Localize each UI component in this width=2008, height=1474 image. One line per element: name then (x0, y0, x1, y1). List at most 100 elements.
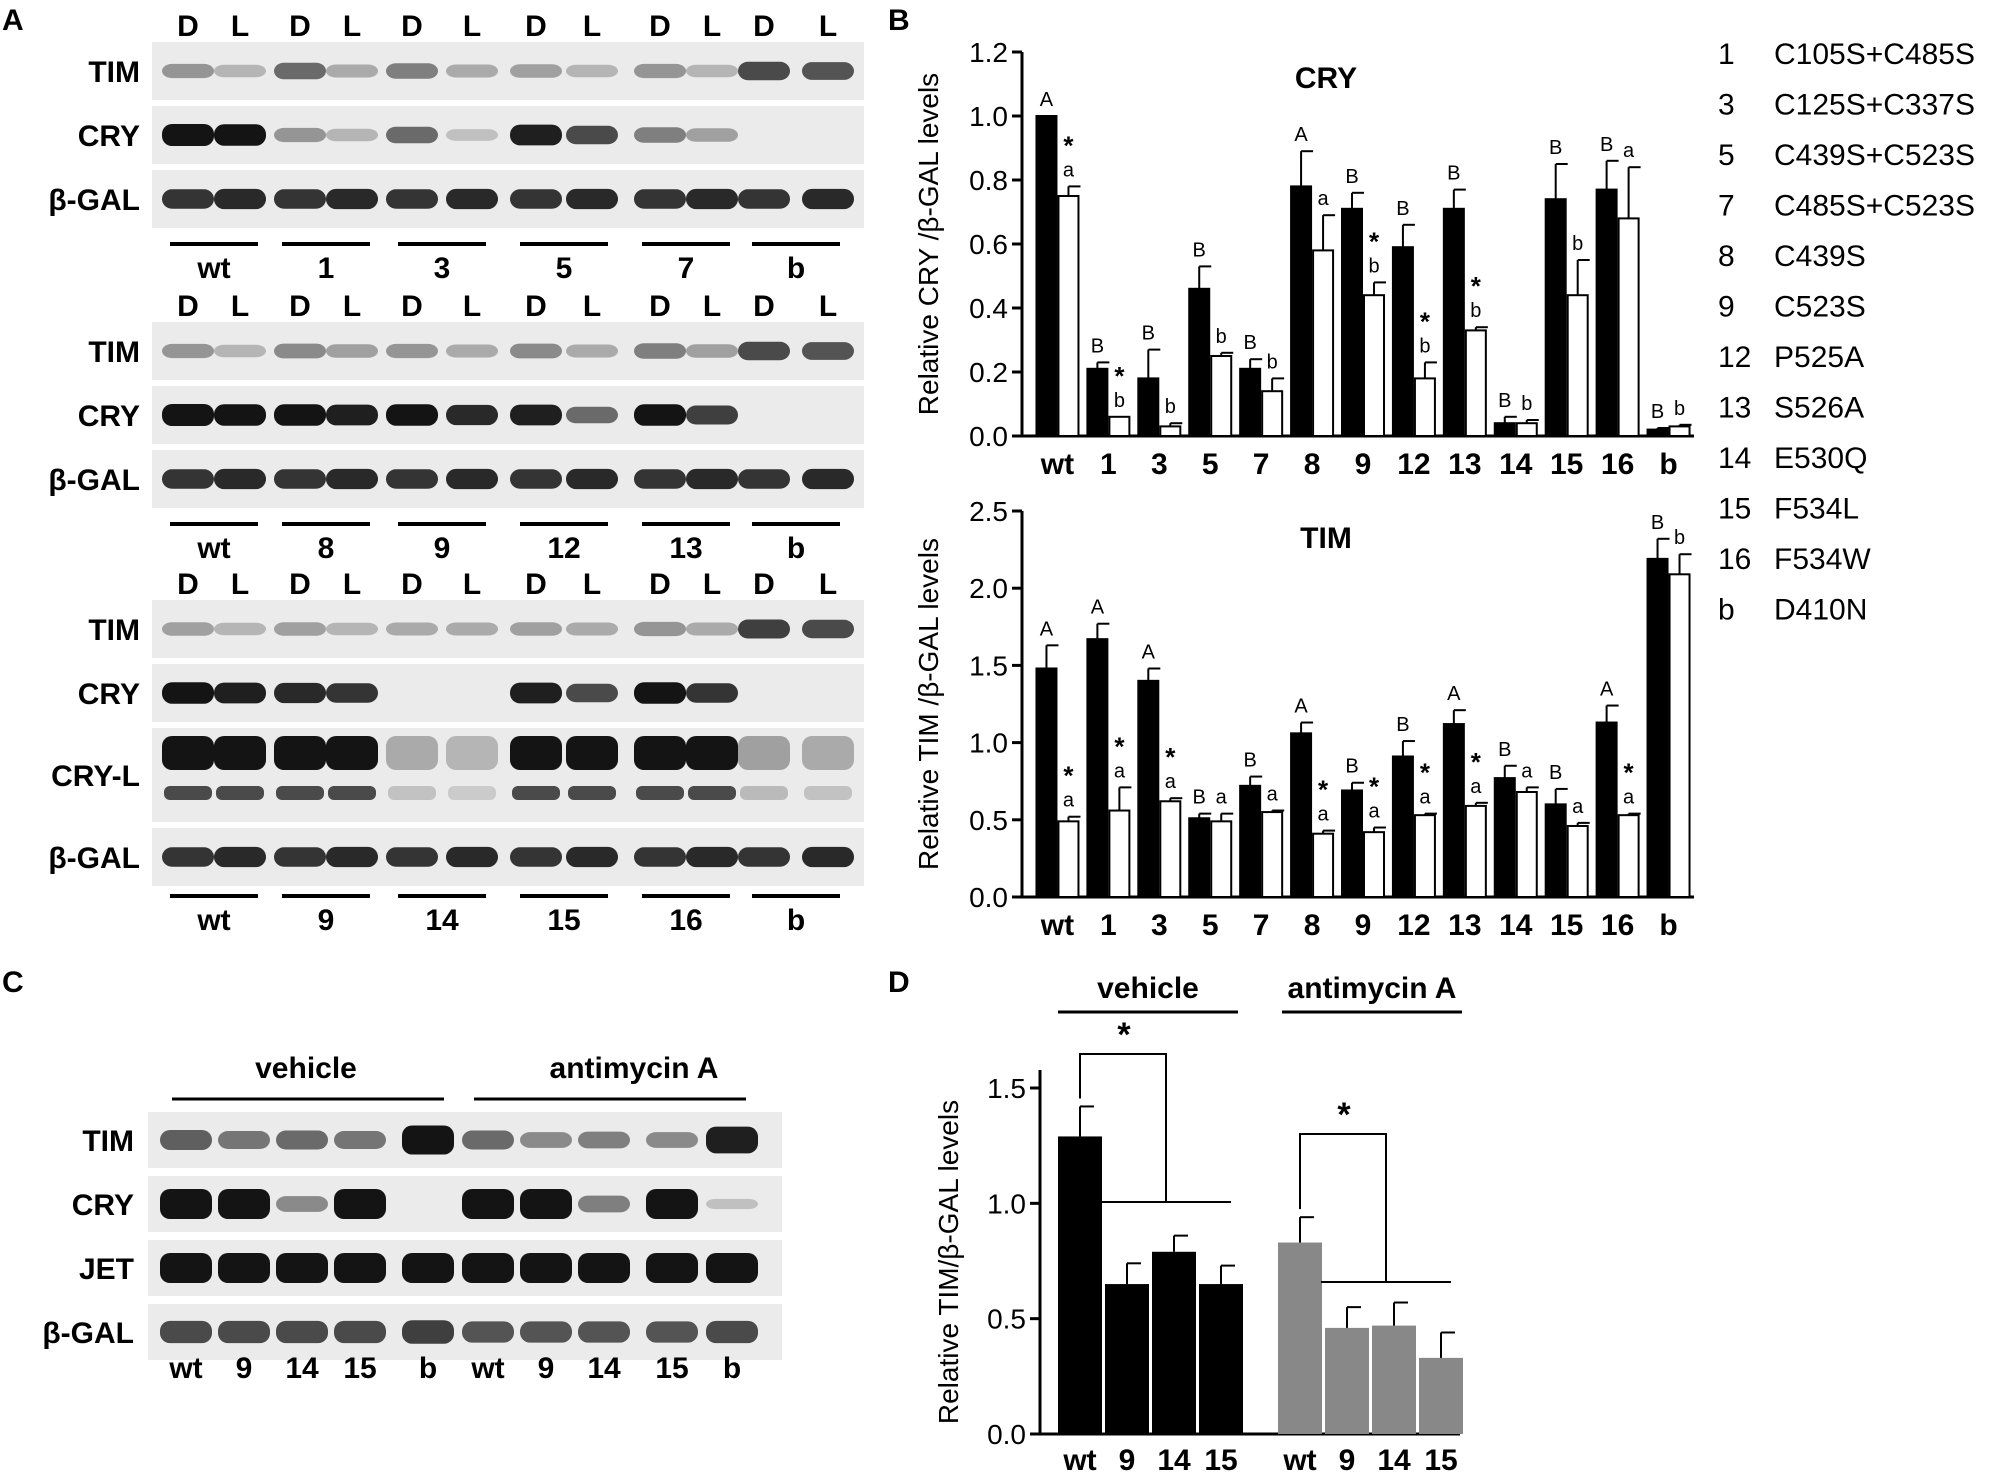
blot-row-label: β-GAL (48, 184, 140, 217)
stat-letter: a (1267, 784, 1279, 806)
blot-band (162, 343, 214, 359)
bar-light (1515, 791, 1538, 898)
blot-band (214, 682, 266, 704)
y-tick-label: 2.5 (969, 496, 1008, 527)
stat-letter: A (1294, 124, 1308, 146)
bar-dark (1341, 789, 1363, 898)
bar-dark (1493, 422, 1516, 438)
bar-dark (1341, 207, 1363, 437)
stat-letter: b (1165, 396, 1176, 418)
legend-number: 14 (1718, 442, 1751, 475)
blot-band (214, 736, 266, 770)
blot-band (162, 736, 214, 770)
blot-row-label: CRY (72, 1189, 134, 1222)
blot-band (162, 847, 214, 867)
blot-band (274, 682, 326, 704)
blot-band (510, 622, 562, 636)
blot-band (510, 189, 562, 209)
y-tick-label: 1.5 (987, 1073, 1026, 1104)
bar-dark (1595, 721, 1618, 899)
blot-band (738, 736, 790, 770)
blot-band (326, 846, 378, 868)
chart-title: CRY (1295, 62, 1357, 95)
x-tick-label: 5 (1202, 448, 1219, 481)
lane-header: L (231, 568, 249, 601)
bar-vehicle (1058, 1136, 1102, 1434)
significance-star: * (1117, 1016, 1131, 1054)
lane-header: L (231, 290, 249, 323)
blot-band (276, 1130, 328, 1150)
blot-band (334, 1189, 386, 1219)
blot-group-label: wt (196, 532, 230, 565)
bar-light (1413, 377, 1436, 437)
blot-band (566, 683, 618, 703)
legend-number: 15 (1718, 493, 1751, 526)
bar-light (1057, 820, 1080, 898)
blot-band (686, 468, 738, 490)
blot-band (326, 128, 378, 142)
panel-c: C vehicle antimycin A TIM CRY JET β-GAL wt 9 14 1… (2, 966, 782, 1385)
blot-band (162, 124, 214, 146)
blot-band (520, 1253, 572, 1283)
bar-dark (1442, 723, 1465, 899)
blot-strip (152, 728, 864, 822)
treatment-header: vehicle (255, 1052, 357, 1085)
legend-number: b (1718, 594, 1735, 627)
blot-band (738, 847, 790, 867)
panel-b: B 0.0 0.2 0.4 0.6 0.8 1.0 1.2 Relative CRY /β-G… (888, 4, 1975, 942)
blot-band (634, 682, 686, 704)
cry-bar-chart: 0.0 0.2 0.4 0.6 0.8 1.0 1.2 Relative CRY /β-GAL… (913, 37, 1694, 481)
x-tick-label: 9 (1355, 909, 1372, 942)
lane-header: L (583, 568, 601, 601)
y-tick-label: 1.0 (987, 1188, 1026, 1219)
bar-light (1617, 814, 1640, 899)
significance-star: * (1624, 758, 1635, 788)
stat-letter: A (1600, 679, 1614, 701)
significance-bracket (1299, 1133, 1387, 1282)
stat-letter: B (1193, 787, 1206, 809)
bar-dark (1086, 638, 1109, 898)
y-tick-label: 0.0 (969, 421, 1008, 452)
lane-header: L (703, 568, 721, 601)
lane-header: L (703, 10, 721, 43)
x-tick-label: 5 (1202, 909, 1219, 942)
y-tick-label: 0.4 (969, 293, 1008, 324)
bar-antimycin (1325, 1327, 1369, 1434)
bar-light (1566, 294, 1589, 438)
x-tick-label: b (1659, 909, 1677, 942)
bar-dark (1646, 557, 1669, 898)
bar-dark (1290, 185, 1313, 437)
legend-mutation: D410N (1774, 594, 1867, 627)
blot-band (276, 1196, 328, 1212)
stat-letter: B (1396, 198, 1409, 220)
legend-number: 3 (1718, 89, 1735, 122)
blot-strip (152, 664, 864, 722)
blot-band (510, 847, 562, 867)
legend-number: 9 (1718, 291, 1735, 324)
blot-group-label: 14 (425, 904, 459, 937)
lane-label: b (723, 1352, 741, 1385)
legend-number: 16 (1718, 543, 1751, 576)
x-tick-label: 9 (1119, 1444, 1136, 1474)
stat-letter: A (1447, 683, 1461, 705)
lane-header: D (649, 10, 671, 43)
bar-dark (1391, 246, 1414, 437)
blot-band (214, 124, 266, 146)
blot-group-label: 8 (318, 532, 335, 565)
blot-band (566, 188, 618, 210)
blot-band (738, 189, 790, 209)
blot-row-label: CRY (78, 120, 140, 153)
blot-band (686, 188, 738, 210)
legend-number: 7 (1718, 190, 1735, 223)
blot-band (634, 63, 686, 79)
bar-light (1108, 809, 1131, 899)
blot-band (162, 622, 214, 636)
lane-header: D (289, 568, 311, 601)
blot-band (446, 129, 498, 141)
bar-dark (1188, 817, 1211, 898)
blot-band (462, 1321, 514, 1343)
blot-row-label: CRY (78, 678, 140, 711)
stat-letter: B (1651, 512, 1664, 534)
bar-dark (1544, 803, 1567, 898)
